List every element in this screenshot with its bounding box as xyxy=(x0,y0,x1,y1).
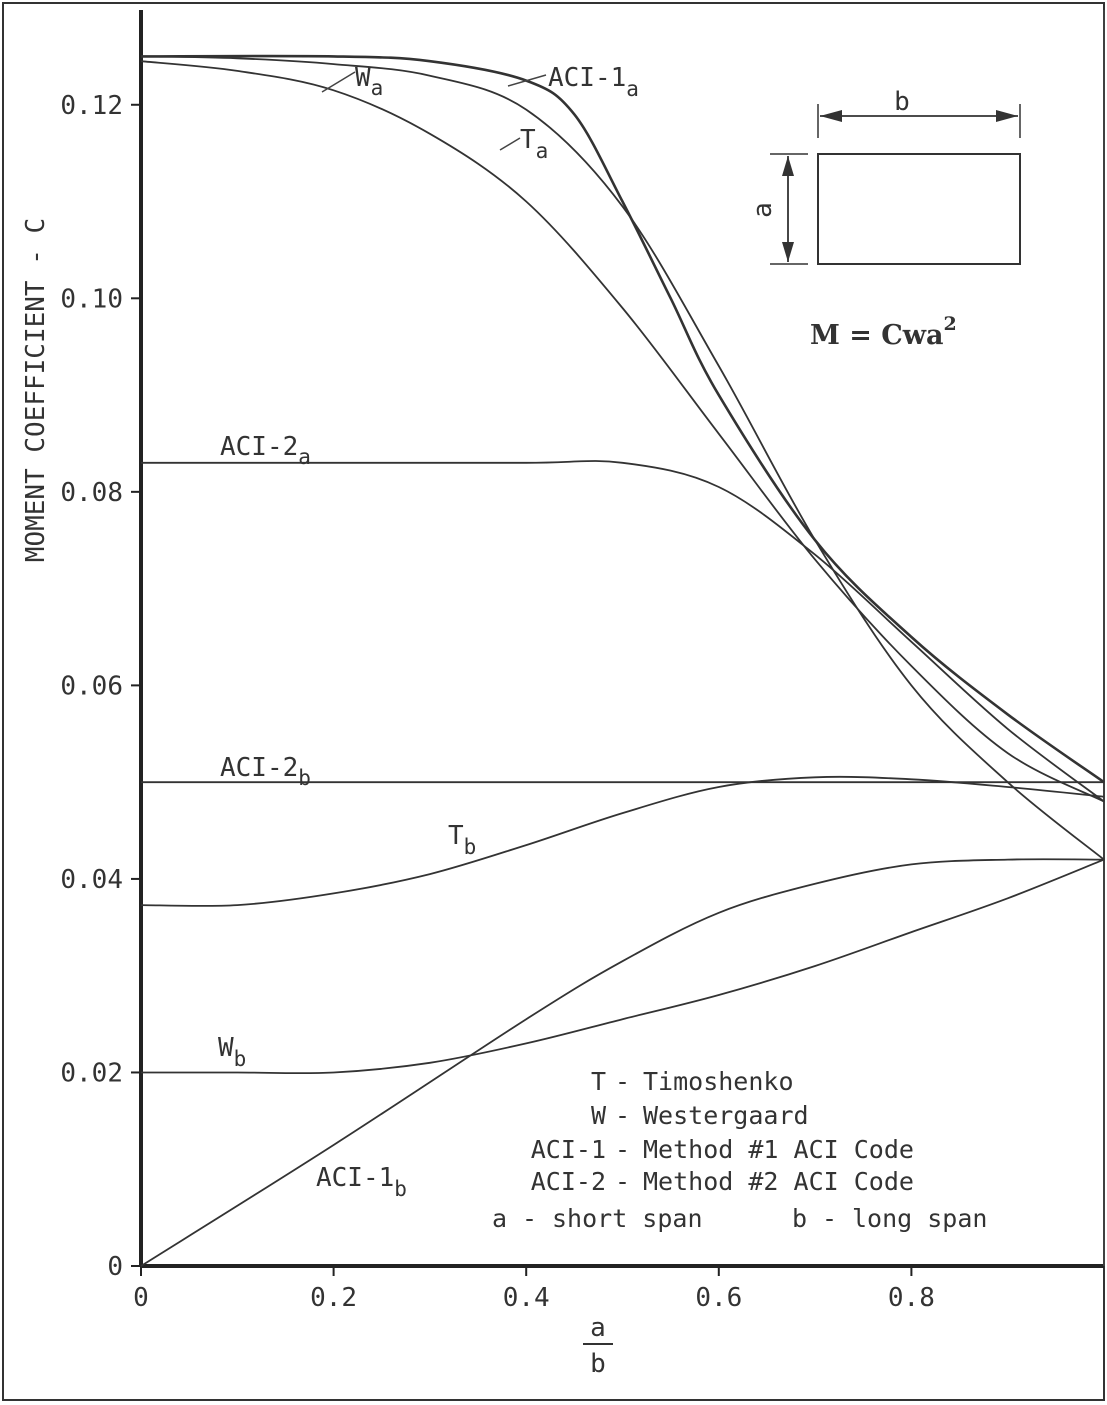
x-tick-label-4: 0.8 xyxy=(888,1283,935,1313)
inset-formula-superscript: 2 xyxy=(944,313,957,335)
series-line-w-a xyxy=(140,60,1105,803)
inset-b-arrow-left xyxy=(820,110,842,122)
inset-formula: M = Cwa2 xyxy=(810,313,957,351)
series-label-wb-sub: b xyxy=(234,1047,247,1071)
series-label-ta-sub: a xyxy=(536,139,549,163)
series-label-wa-sub: a xyxy=(371,76,384,100)
series-label-ta-name: T xyxy=(520,125,536,155)
inset-b-arrow-right xyxy=(996,110,1018,122)
series-label-wa-name: W xyxy=(355,63,371,93)
inset-b-label: b xyxy=(894,87,910,117)
series-label-wa: Wa xyxy=(355,63,383,100)
x-axis-label-numerator: a xyxy=(590,1313,606,1343)
series-label-aci1b-name: ACI-1 xyxy=(316,1163,394,1193)
legend-key-w: W xyxy=(591,1101,607,1130)
y-tick-label-4: 0.08 xyxy=(60,478,123,508)
legend-text-t: Timoshenko xyxy=(643,1067,794,1096)
series-label-aci1b-sub: b xyxy=(394,1177,407,1201)
series-line-t-b xyxy=(140,775,1105,907)
legend-span-b-text: long span xyxy=(852,1204,987,1233)
legend-key-aci2: ACI-2 xyxy=(531,1167,606,1196)
series-label-aci1a-name: ACI-1 xyxy=(548,63,626,93)
series-label-wb-name: W xyxy=(218,1033,234,1063)
legend-span-a-key: a xyxy=(492,1204,507,1233)
legend-row-aci2: ACI-2 xyxy=(531,1167,606,1196)
legend-row-t: T xyxy=(591,1067,606,1096)
y-tick-label-0: 0 xyxy=(107,1252,123,1282)
x-tick-label-1: 0.2 xyxy=(310,1283,357,1313)
inset-formula-main: M = Cwa xyxy=(810,320,944,351)
inset-diagram: b a M = Cwa2 xyxy=(748,87,1021,351)
inset-slab-rect xyxy=(817,153,1021,265)
legend-text-w: Westergaard xyxy=(643,1101,809,1130)
series-label-aci2b-name: ACI-2 xyxy=(220,753,298,783)
series-label-aci2a-name: ACI-2 xyxy=(220,432,298,462)
series-label-ta: Ta xyxy=(520,125,548,163)
x-ticks: 0 0.2 0.4 0.6 0.8 xyxy=(133,1266,935,1313)
legend-span-b-dash: - xyxy=(822,1204,837,1233)
y-tick-label-1: 0.02 xyxy=(60,1058,123,1088)
leader-aci1a xyxy=(507,74,547,87)
inset-a-label: a xyxy=(748,202,778,218)
series-line-aci-1-a xyxy=(140,54,1105,784)
y-tick-label-3: 0.06 xyxy=(60,671,123,701)
series-label-aci1b: ACI-1b xyxy=(316,1163,407,1201)
series-line-aci-1-b xyxy=(140,858,1105,1267)
legend-dash-w: - xyxy=(615,1101,630,1130)
series-label-aci1a-sub: a xyxy=(626,77,639,101)
series-label-aci2a-sub: a xyxy=(298,445,311,469)
legend-span-a-text: short span xyxy=(552,1204,703,1233)
legend-span-a-dash: - xyxy=(522,1204,537,1233)
series-line-t-a xyxy=(140,55,1105,861)
legend-dash-aci1: - xyxy=(615,1135,630,1164)
legend-key-t: T xyxy=(591,1067,606,1096)
legend-key-aci1: ACI-1 xyxy=(531,1135,606,1164)
y-tick-label-2: 0.04 xyxy=(60,865,123,895)
x-tick-label-0: 0 xyxy=(133,1283,149,1313)
x-tick-label-2: 0.4 xyxy=(503,1283,550,1313)
series-label-aci2a: ACI-2a xyxy=(220,432,311,469)
leader-wa xyxy=(321,71,356,93)
y-ticks: 0 0.02 0.04 0.06 0.08 0.10 0.12 xyxy=(60,91,141,1282)
series-label-aci1a: ACI-1a xyxy=(548,63,639,101)
legend-text-aci2: Method #2 ACI Code xyxy=(643,1167,914,1196)
series-label-tb-name: T xyxy=(448,821,464,851)
legend-row-w: W xyxy=(591,1101,607,1130)
y-tick-label-5: 0.10 xyxy=(60,284,123,314)
inset-a-arrow-top xyxy=(782,156,794,176)
legend-text-aci1: Method #1 ACI Code xyxy=(643,1135,914,1164)
series-label-tb-sub: b xyxy=(464,835,477,859)
series-lines xyxy=(140,54,1105,1267)
legend: T - Timoshenko W - Westergaard ACI-1 - M… xyxy=(492,1067,987,1233)
x-axis-label-denominator: b xyxy=(590,1349,606,1379)
inset-a-arrow-bottom xyxy=(782,242,794,262)
series-label-tb: Tb xyxy=(448,821,476,859)
legend-dash-t: - xyxy=(615,1067,630,1096)
series-line-aci-2-a xyxy=(141,460,1105,803)
legend-span-b-key: b xyxy=(792,1204,807,1233)
legend-row-aci1: ACI-1 xyxy=(531,1135,606,1164)
legend-dash-aci2: - xyxy=(615,1167,630,1196)
leader-ta xyxy=(499,137,521,151)
y-axis-label: MOMENT COEFFICIENT - C xyxy=(21,218,51,562)
y-tick-label-6: 0.12 xyxy=(60,91,123,121)
x-tick-label-3: 0.6 xyxy=(695,1283,742,1313)
series-label-aci2b-sub: b xyxy=(298,766,311,790)
series-label-wb: Wb xyxy=(218,1033,246,1071)
series-label-aci2b: ACI-2b xyxy=(220,753,311,790)
series-line-w-b xyxy=(141,858,1105,1075)
